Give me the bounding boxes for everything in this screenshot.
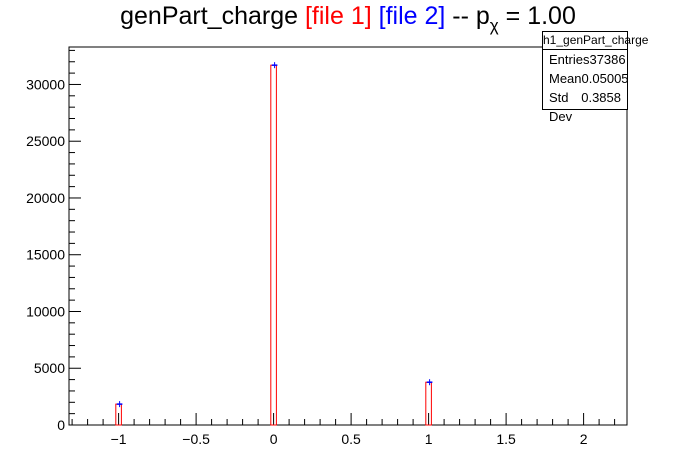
title-file1: [file 1] [304, 2, 372, 30]
stats-box-name: h1_genPart_charge [543, 32, 648, 50]
x-tick-label: −0.5 [182, 431, 210, 447]
file1-bar [270, 64, 277, 426]
title-suffix-pre: -- p [445, 2, 490, 30]
stats-value: 37386 [589, 52, 626, 67]
y-tick-label: 30000 [26, 76, 65, 92]
stats-row-entries: Entries 37386 [543, 50, 627, 69]
y-tick-label: 25000 [26, 133, 65, 149]
x-tick-label: 0 [270, 431, 278, 447]
title-suffix-post: = 1.00 [498, 2, 576, 30]
x-tick-label: 2 [580, 431, 588, 447]
chart-title: genPart_charge [file 1] [file 2] -- pχ =… [0, 2, 696, 36]
plot-frame [68, 46, 628, 426]
x-tick-label: −1 [111, 431, 127, 447]
y-tick-label: 0 [57, 417, 65, 433]
stats-box: h1_genPart_charge Entries 37386 Mean 0.0… [542, 31, 648, 124]
stats-label: Entries [549, 52, 590, 67]
y-tick-label: 20000 [26, 190, 65, 206]
stats-label: Std Dev [549, 90, 573, 124]
stats-label: Mean [549, 71, 582, 86]
y-tick-label: 10000 [26, 303, 65, 319]
x-tick-label: 1 [425, 431, 433, 447]
title-file2: [file 2] [378, 2, 446, 30]
stats-value: 0.3858 [581, 90, 621, 105]
y-tick-label: 15000 [26, 247, 65, 263]
y-tick-label: 5000 [34, 360, 65, 376]
stats-value: 0.05005 [581, 71, 629, 86]
title-subscript: χ [489, 16, 499, 35]
stats-row-stddev: Std Dev 0.3858 [543, 88, 627, 124]
title-main: genPart_charge [120, 2, 305, 30]
stats-row-mean: Mean 0.05005 [543, 69, 629, 88]
x-tick-label: 0.5 [341, 431, 361, 447]
x-tick-label: 1.5 [496, 431, 516, 447]
